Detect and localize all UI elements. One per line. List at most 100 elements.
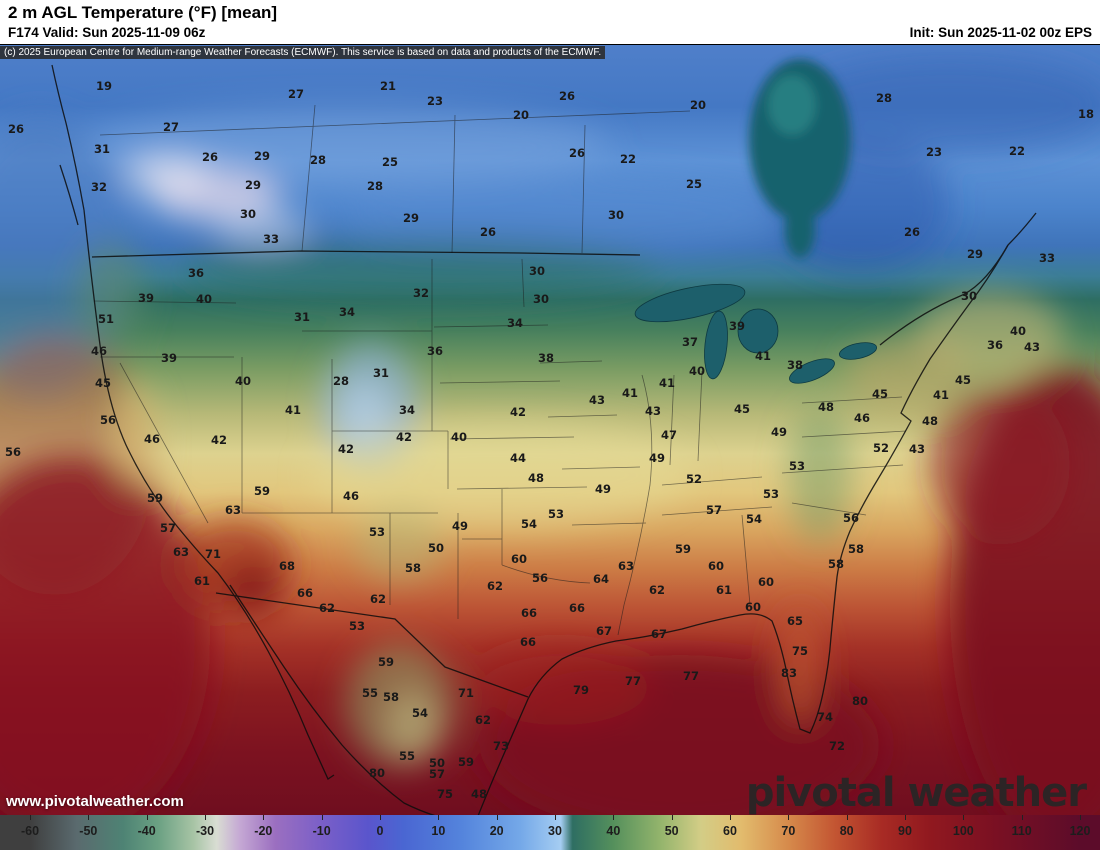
colorbar-tick-mark bbox=[905, 815, 906, 820]
temp-labels: 19 27 21 23 26 20 28 18 26 27 31 26 29 28 25 20 26 22 23 22… bbox=[5, 79, 1094, 801]
temp-label: 77 bbox=[625, 674, 641, 688]
temp-label: 59 bbox=[675, 542, 691, 556]
temp-label: 61 bbox=[194, 574, 210, 588]
temp-label: 41 bbox=[622, 386, 638, 400]
temp-label: 39 bbox=[161, 351, 177, 365]
temp-label: 49 bbox=[771, 425, 787, 439]
temp-label: 80 bbox=[369, 766, 385, 780]
temp-label: 30 bbox=[240, 207, 256, 221]
temp-label: 83 bbox=[781, 666, 797, 680]
colorbar-tick-label: 110 bbox=[1011, 824, 1032, 838]
temp-label: 62 bbox=[319, 601, 335, 615]
colorbar-tick-mark bbox=[205, 815, 206, 820]
temp-label: 23 bbox=[926, 145, 942, 159]
temp-label: 45 bbox=[734, 402, 750, 416]
temp-label: 58 bbox=[383, 690, 399, 704]
great-lakes bbox=[634, 283, 878, 384]
temp-label: 59 bbox=[147, 491, 163, 505]
temp-label: 34 bbox=[399, 403, 415, 417]
hudson-bay bbox=[749, 59, 851, 258]
temp-label: 40 bbox=[1010, 324, 1026, 338]
temp-label: 23 bbox=[427, 94, 443, 108]
temp-label: 60 bbox=[745, 600, 761, 614]
temp-label: 30 bbox=[608, 208, 624, 222]
valid-time-label: F174 Valid: Sun 2025-11-09 06z bbox=[8, 25, 206, 40]
colorbar-tick-mark bbox=[380, 815, 381, 820]
temp-label: 65 bbox=[787, 614, 803, 628]
temperature-field-shading bbox=[0, 55, 1100, 816]
temp-label: 58 bbox=[405, 561, 421, 575]
temp-label: 43 bbox=[645, 404, 661, 418]
temp-label: 56 bbox=[5, 445, 21, 459]
temp-label: 26 bbox=[480, 225, 496, 239]
temp-label: 34 bbox=[339, 305, 355, 319]
temp-label: 59 bbox=[254, 484, 270, 498]
temp-label: 58 bbox=[828, 557, 844, 571]
temp-label: 45 bbox=[95, 376, 111, 390]
temp-label: 46 bbox=[144, 432, 160, 446]
temp-label: 22 bbox=[1009, 144, 1025, 158]
temp-label: 62 bbox=[487, 579, 503, 593]
temp-label: 51 bbox=[98, 312, 114, 326]
temp-label: 42 bbox=[338, 442, 354, 456]
temp-label: 42 bbox=[396, 430, 412, 444]
temp-label: 29 bbox=[967, 247, 983, 261]
temp-label: 29 bbox=[254, 149, 270, 163]
site-watermark: www.pivotalweather.com bbox=[6, 793, 184, 810]
temp-label: 34 bbox=[507, 316, 523, 330]
temp-label: 36 bbox=[188, 266, 204, 280]
temp-label: 43 bbox=[909, 442, 925, 456]
colorbar-tick-mark bbox=[671, 815, 673, 820]
temp-label: 30 bbox=[533, 292, 549, 306]
temp-label: 28 bbox=[333, 374, 349, 388]
temp-label: 66 bbox=[520, 635, 536, 649]
temp-label: 33 bbox=[1039, 251, 1055, 265]
temp-label: 53 bbox=[369, 525, 385, 539]
colorbar-tick-label: -20 bbox=[254, 824, 273, 838]
temp-label: 71 bbox=[458, 686, 474, 700]
temp-label: 39 bbox=[138, 291, 154, 305]
colorbar-tick-label: 60 bbox=[723, 824, 737, 838]
temp-label: 33 bbox=[263, 232, 279, 246]
colorbar-tick-label: 10 bbox=[431, 824, 446, 838]
colorbar-tick-label: 0 bbox=[376, 824, 384, 838]
colorbar-tick-mark bbox=[555, 815, 556, 820]
temp-label: 41 bbox=[755, 349, 771, 363]
temp-label: 25 bbox=[686, 177, 702, 191]
temp-label: 66 bbox=[521, 606, 537, 620]
colorbar-tick-label: 80 bbox=[839, 824, 854, 838]
temp-label: 49 bbox=[595, 482, 611, 496]
temp-label: 40 bbox=[196, 292, 212, 306]
temp-label: 20 bbox=[690, 98, 706, 112]
temp-label: 45 bbox=[955, 373, 971, 387]
temp-label: 60 bbox=[511, 552, 527, 566]
colorbar-tick-label: 70 bbox=[781, 824, 796, 838]
temp-label: 57 bbox=[706, 503, 722, 517]
temp-label: 30 bbox=[529, 264, 545, 278]
temp-label: 46 bbox=[91, 344, 107, 358]
temp-label: 60 bbox=[758, 575, 774, 589]
temp-label: 39 bbox=[729, 319, 745, 333]
temp-label: 66 bbox=[297, 586, 313, 600]
temp-label: 56 bbox=[100, 413, 116, 427]
temp-label: 67 bbox=[651, 627, 667, 641]
temp-label: 64 bbox=[593, 572, 609, 586]
temp-label: 73 bbox=[493, 739, 509, 753]
temp-label: 22 bbox=[620, 152, 636, 166]
temp-label: 80 bbox=[852, 694, 868, 708]
temp-label: 48 bbox=[528, 471, 544, 485]
temperature-map[interactable]: 19 27 21 23 26 20 28 18 26 27 31 26 29 28 25 20 26 22 23 22… bbox=[0, 44, 1100, 816]
temp-label: 18 bbox=[1078, 107, 1094, 121]
temp-label: 54 bbox=[412, 706, 428, 720]
temp-label: 48 bbox=[818, 400, 834, 414]
colorbar-tick-mark bbox=[88, 815, 90, 820]
temp-label: 30 bbox=[961, 289, 977, 303]
temp-label: 29 bbox=[245, 178, 261, 192]
temp-label: 56 bbox=[843, 511, 859, 525]
temp-label: 53 bbox=[548, 507, 564, 521]
colorbar: -60 -50 -40 -30 -20 -10 0 10 20 30 40 50 60 70 80 90 100… bbox=[0, 815, 1100, 850]
temp-label: 20 bbox=[513, 108, 529, 122]
colorbar-tick-label: -60 bbox=[20, 824, 40, 838]
temp-label: 38 bbox=[538, 351, 554, 365]
